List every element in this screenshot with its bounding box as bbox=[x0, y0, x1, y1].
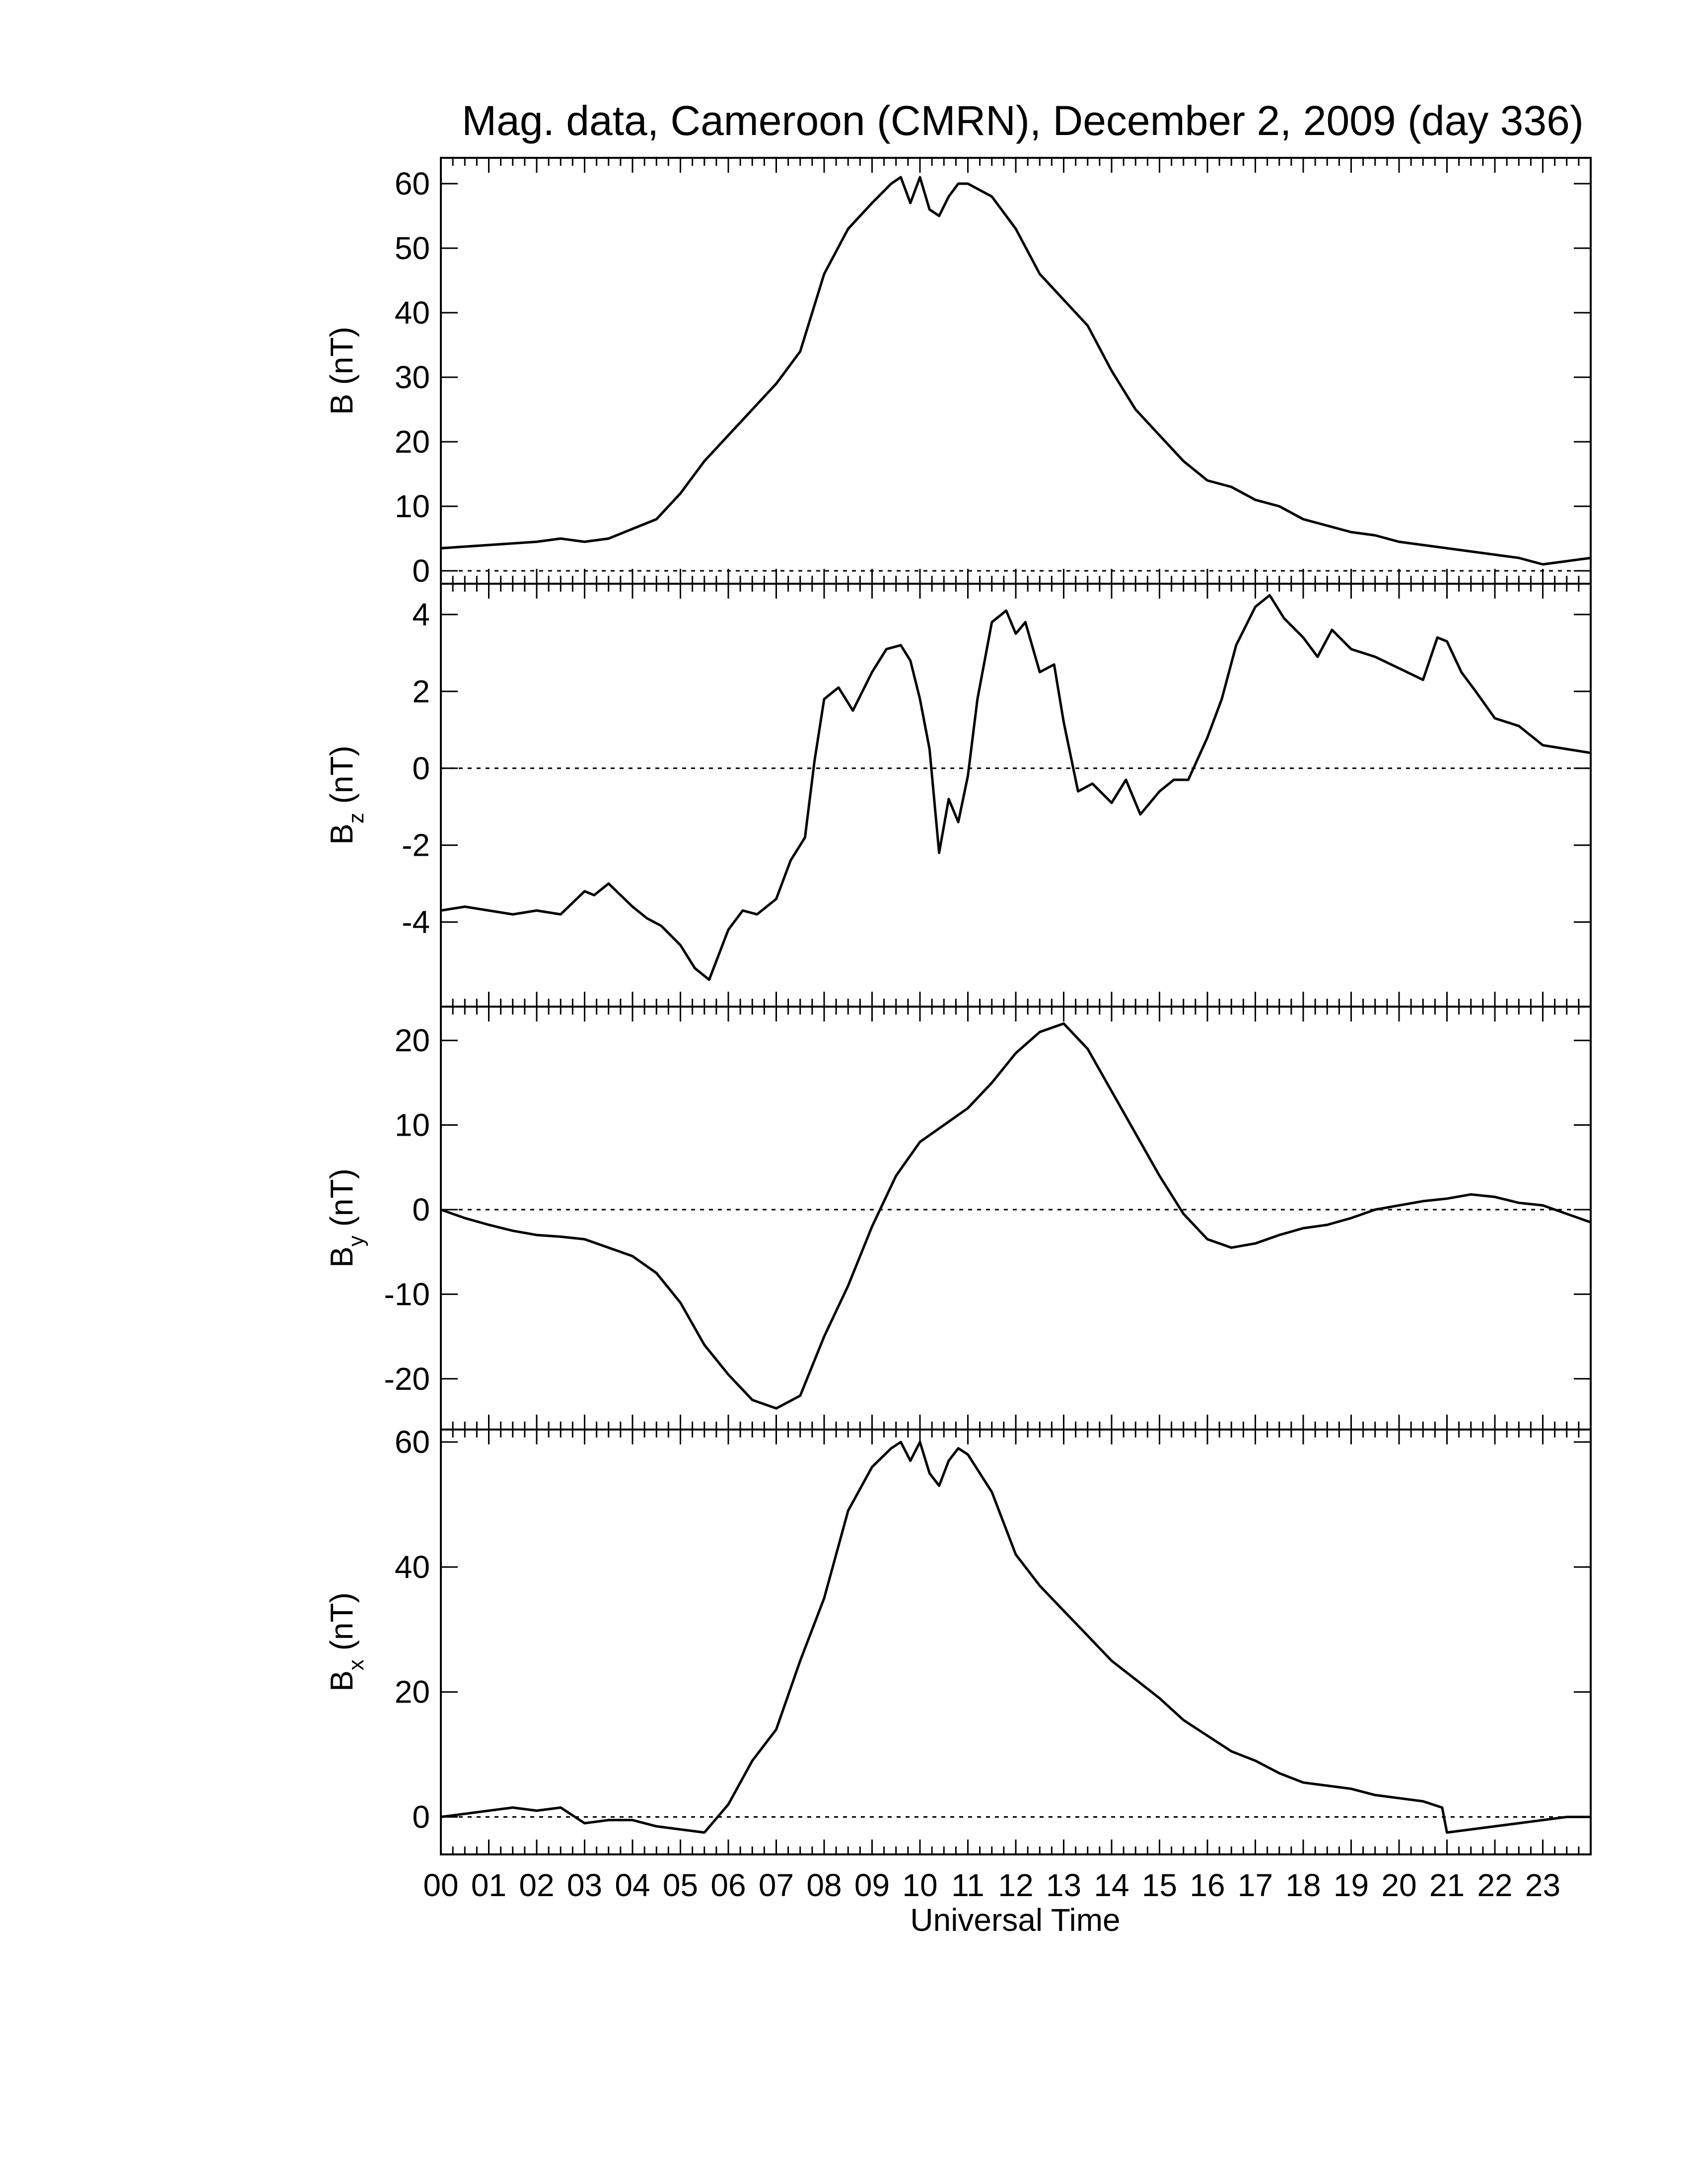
x-tick-label: 14 bbox=[1094, 1867, 1129, 1903]
y-tick-label: 10 bbox=[395, 1107, 430, 1143]
x-tick-label: 18 bbox=[1285, 1867, 1321, 1903]
y-tick-label: 40 bbox=[395, 1549, 430, 1585]
x-tick-label: 19 bbox=[1334, 1867, 1369, 1903]
x-tick-label: 00 bbox=[423, 1867, 458, 1903]
y-tick-label: -20 bbox=[384, 1361, 430, 1397]
panel-bz-frame bbox=[440, 583, 1592, 1008]
x-tick-label: 13 bbox=[1046, 1867, 1081, 1903]
y-tick-label: 20 bbox=[395, 1674, 430, 1710]
series-line-bz bbox=[440, 594, 1591, 981]
y-tick-label: 0 bbox=[412, 751, 430, 786]
panel-b: 0 10 20 30 40 50 60 B (nT) bbox=[324, 157, 1592, 589]
y-tick-label: 20 bbox=[395, 424, 430, 460]
panel-by-frame bbox=[440, 1006, 1592, 1431]
y-tick-label: 60 bbox=[395, 1424, 430, 1460]
x-tick-label: 22 bbox=[1477, 1867, 1512, 1903]
y-tick-label: 0 bbox=[412, 553, 430, 589]
x-tick-label: 07 bbox=[759, 1867, 794, 1903]
y-tick-label: 2 bbox=[412, 674, 430, 709]
y-tick-label: 10 bbox=[395, 488, 430, 524]
y-tick-label: 4 bbox=[412, 597, 430, 632]
x-axis: 00 01 02 03 04 05 06 07 08 09 10 11 12 13 14 15 16 17 18 19… bbox=[423, 1867, 1560, 1903]
y-tick-label: 0 bbox=[412, 1192, 430, 1228]
y-tick-label: 50 bbox=[395, 230, 430, 266]
x-tick-label: 12 bbox=[998, 1867, 1033, 1903]
x-tick-label: 21 bbox=[1429, 1867, 1465, 1903]
y-axis-label-bx: Bx (nT) bbox=[324, 1592, 368, 1692]
x-tick-label: 17 bbox=[1238, 1867, 1273, 1903]
x-tick-label: 02 bbox=[519, 1867, 554, 1903]
x-tick-label: 01 bbox=[471, 1867, 506, 1903]
panel-bx: 0 20 40 60 Bx (nT) bbox=[324, 1424, 1592, 1855]
x-tick-label: 05 bbox=[663, 1867, 698, 1903]
y-tick-label: 30 bbox=[395, 359, 430, 395]
series-line-by bbox=[440, 1022, 1591, 1410]
panel-by: -20 -10 0 10 20 By (nT) bbox=[324, 1006, 1592, 1431]
x-tick-label: 09 bbox=[854, 1867, 890, 1903]
x-tick-label: 06 bbox=[710, 1867, 746, 1903]
series-line-bx bbox=[440, 1440, 1591, 1834]
y-tick-label: 20 bbox=[395, 1023, 430, 1058]
series-line-b bbox=[440, 176, 1591, 566]
x-tick-label: 03 bbox=[567, 1867, 602, 1903]
panel-b-frame bbox=[440, 157, 1592, 585]
y-tick-label: 40 bbox=[395, 295, 430, 331]
y-tick-label: -4 bbox=[402, 904, 430, 940]
x-axis-label: Universal Time bbox=[910, 1902, 1120, 1938]
panel-bz: -4 -2 0 2 4 Bz (nT) bbox=[324, 583, 1592, 1008]
chart-title: Mag. data, Cameroon (CMRN), December 2, … bbox=[462, 97, 1584, 144]
x-tick-label: 04 bbox=[615, 1867, 650, 1903]
x-tick-label: 23 bbox=[1525, 1867, 1560, 1903]
y-tick-label: -2 bbox=[402, 827, 430, 863]
y-tick-label: 60 bbox=[395, 166, 430, 202]
y-axis-label-bz: Bz (nT) bbox=[324, 746, 368, 845]
y-axis-label-by: By (nT) bbox=[324, 1168, 368, 1268]
x-tick-label: 16 bbox=[1190, 1867, 1225, 1903]
panel-bx-frame bbox=[440, 1429, 1592, 1855]
x-tick-label: 15 bbox=[1142, 1867, 1177, 1903]
x-tick-label: 11 bbox=[951, 1867, 984, 1903]
y-tick-label: -10 bbox=[384, 1276, 430, 1312]
y-axis-label-b: B (nT) bbox=[324, 327, 359, 415]
x-tick-label: 08 bbox=[806, 1867, 842, 1903]
x-tick-label: 20 bbox=[1381, 1867, 1416, 1903]
x-tick-label: 10 bbox=[902, 1867, 937, 1903]
y-tick-label: 0 bbox=[412, 1799, 430, 1835]
